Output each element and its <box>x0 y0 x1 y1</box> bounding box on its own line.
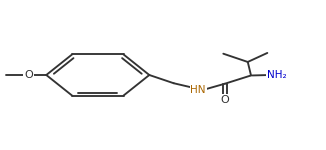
Text: O: O <box>221 95 229 105</box>
Text: NH₂: NH₂ <box>267 70 286 80</box>
Text: HN: HN <box>190 85 206 95</box>
Text: O: O <box>24 70 33 80</box>
